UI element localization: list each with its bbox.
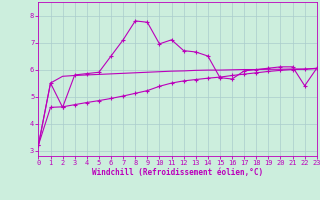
X-axis label: Windchill (Refroidissement éolien,°C): Windchill (Refroidissement éolien,°C) [92,168,263,177]
